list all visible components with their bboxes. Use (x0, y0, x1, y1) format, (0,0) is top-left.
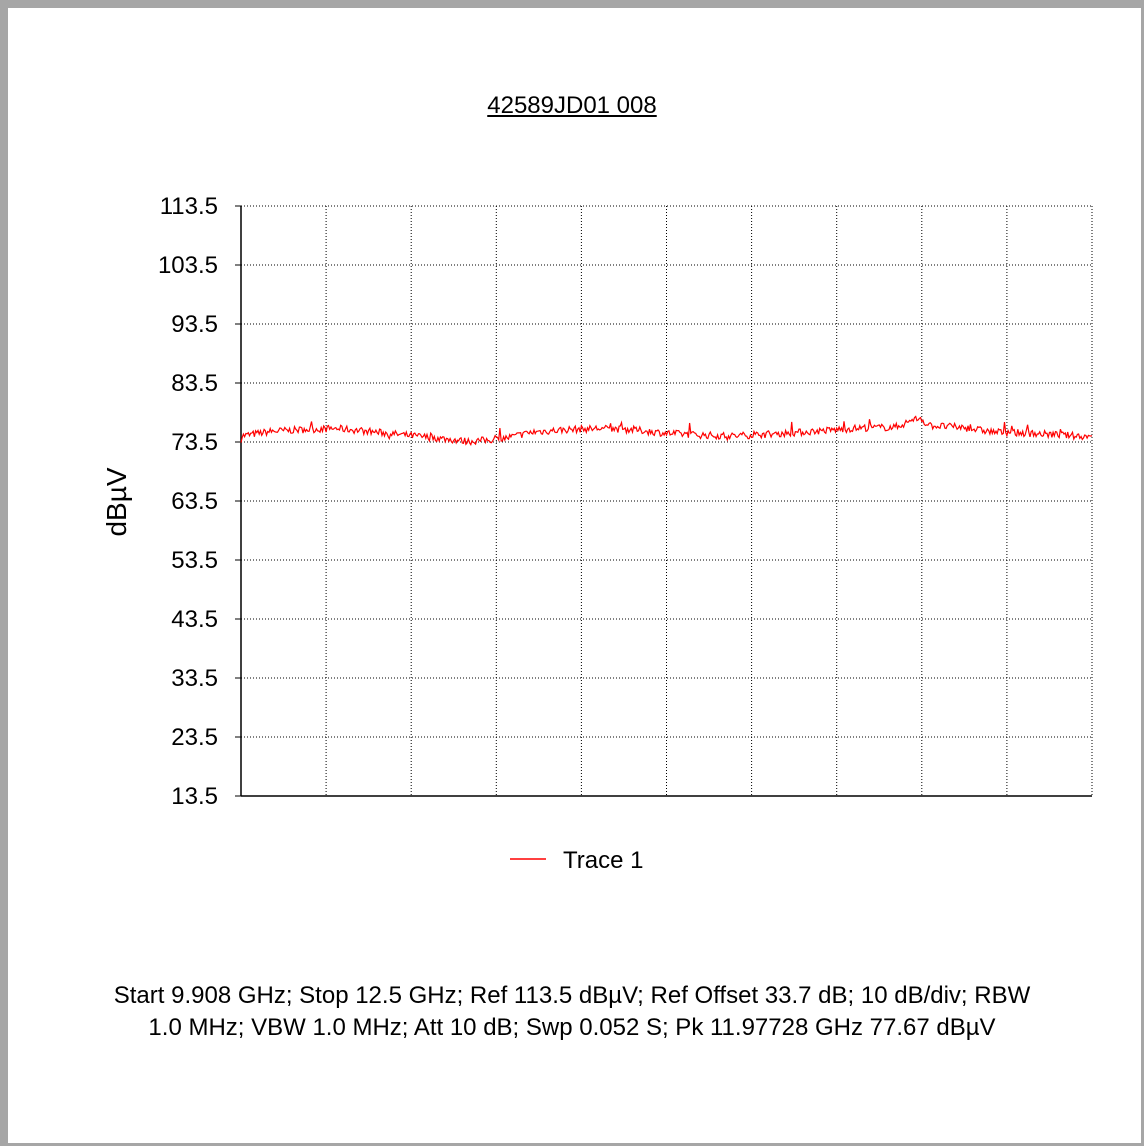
trace-layer (240, 415, 1093, 446)
y-tick-label: 63.5 (171, 488, 218, 515)
y-tick-label: 103.5 (158, 252, 218, 279)
y-tick-label: 73.5 (171, 429, 218, 456)
grid-layer (235, 205, 1093, 797)
y-tick-label: 33.5 (171, 665, 218, 692)
y-tick-label: 23.5 (171, 724, 218, 751)
y-tick-labels: 113.5 103.5 93.5 83.5 73.5 63.5 53.5 43.5 33.5 23… (158, 193, 218, 810)
y-tick-label: 93.5 (171, 311, 218, 338)
y-tick-label: 13.5 (171, 783, 218, 810)
legend-label: Trace 1 (563, 847, 643, 874)
y-tick-label: 43.5 (171, 606, 218, 633)
y-axis-label: dBµV (101, 467, 132, 536)
sweep-settings-footnote: Start 9.908 GHz; Stop 12.5 GHz; Ref 113.… (113, 982, 1031, 1041)
legend: Trace 1 (510, 847, 643, 874)
y-tick-label: 53.5 (171, 547, 218, 574)
y-tick-label: 83.5 (171, 370, 218, 397)
chart-title: 42589JD01 008 (487, 92, 657, 119)
trace-1-line (240, 415, 1093, 446)
y-tick-label: 113.5 (160, 193, 218, 220)
